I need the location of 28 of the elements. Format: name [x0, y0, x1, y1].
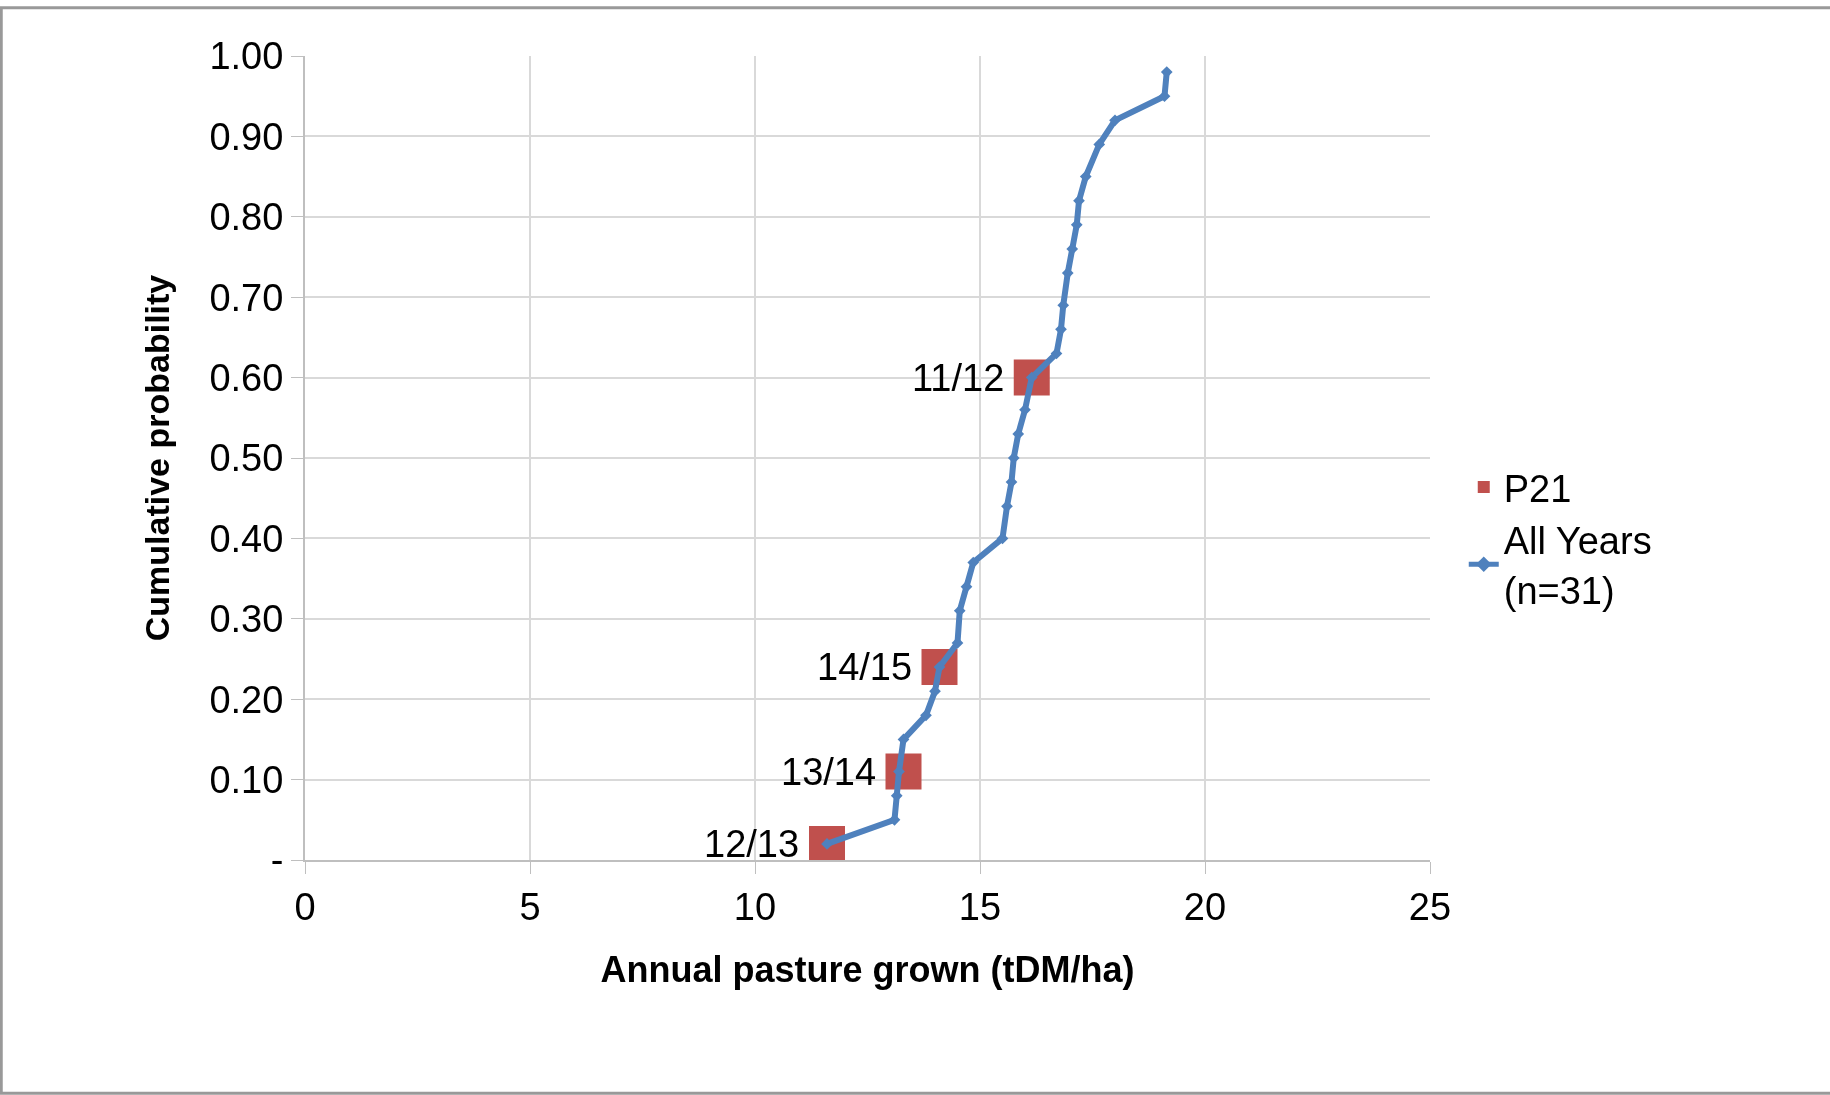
x-tick-label: 20	[1183, 885, 1227, 928]
y-tick-label: 0.20	[209, 678, 284, 721]
y-tick-label: 0.10	[209, 758, 284, 801]
x-tick-label: 10	[733, 885, 777, 928]
y-tick-label: 0.30	[209, 598, 284, 641]
x-tick-label: 0	[294, 885, 316, 928]
x-tick-label: 25	[1408, 885, 1452, 928]
x-tick-label: 15	[958, 885, 1002, 928]
y-tick-label: 0.60	[209, 356, 284, 399]
annotation: 14/15	[817, 646, 913, 688]
y-tick-label: 1.00	[209, 35, 284, 78]
x-axis-title: Annual pasture grown (tDM/ha)	[600, 948, 1135, 990]
point	[1093, 138, 1106, 151]
y-axis-title: Cumulative probability	[137, 274, 176, 642]
y-tick-label: 0.50	[209, 437, 284, 480]
y-tick-label: 0.80	[209, 196, 284, 239]
legend-label: All Years (n=31)	[1503, 520, 1652, 612]
y-tick-label: 0.70	[209, 276, 284, 319]
y-tick-label: -	[270, 839, 284, 882]
annotation: 11/12	[912, 357, 1005, 399]
x-tick-label: 5	[519, 885, 541, 928]
legend-label: P21	[1503, 467, 1572, 510]
point	[1109, 114, 1121, 127]
annotation: 12/13	[704, 823, 800, 865]
annotation: 13/14	[781, 751, 877, 793]
y-tick-label: 0.40	[209, 517, 284, 560]
point	[920, 709, 932, 722]
y-tick-label: 0.90	[209, 115, 284, 158]
